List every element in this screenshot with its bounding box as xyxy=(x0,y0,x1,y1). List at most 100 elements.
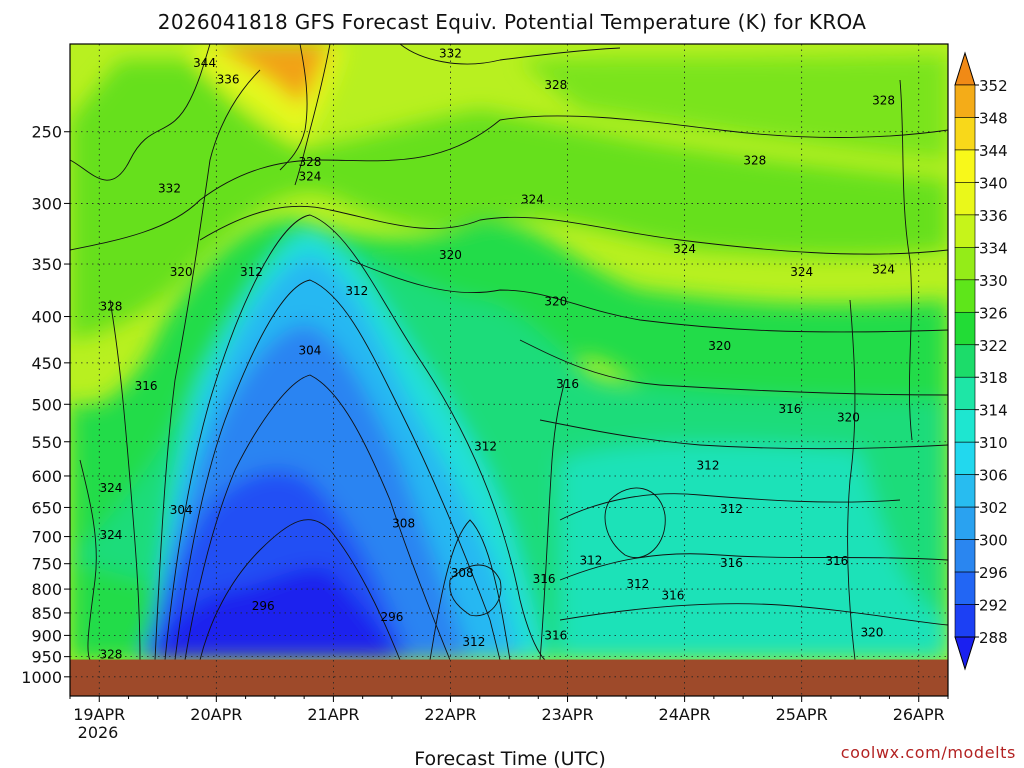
contour-label: 308 xyxy=(451,566,474,580)
contour-label: 332 xyxy=(439,47,462,61)
colorbar-tick-label: 340 xyxy=(979,174,1008,192)
contour-line xyxy=(184,374,451,661)
field-region-core-blue xyxy=(150,567,400,660)
field-region-upper-green xyxy=(70,60,948,340)
contour-label: 324 xyxy=(299,169,322,183)
contour-label: 304 xyxy=(170,503,193,517)
contour-label: 320 xyxy=(544,295,567,309)
contour-label: 328 xyxy=(544,78,567,92)
x-tick-label: 20APR xyxy=(190,705,242,724)
contour-label: 312 xyxy=(720,502,743,516)
colorbar-tick-label: 344 xyxy=(979,142,1008,160)
credit-text: coolwx.com/modelts xyxy=(841,743,1016,762)
contour-line xyxy=(399,44,621,65)
contour-line xyxy=(294,44,331,186)
colorbar-tick-label: 322 xyxy=(979,337,1008,355)
colorbar-segment xyxy=(954,117,976,151)
contour-line xyxy=(559,493,901,521)
contour-line xyxy=(279,44,308,171)
x-tick-label: 26APR xyxy=(893,705,945,724)
contour-label: 324 xyxy=(521,192,544,206)
colorbar-tick-label: 310 xyxy=(979,434,1008,452)
contour-line xyxy=(174,279,501,661)
contour-line xyxy=(559,553,948,581)
contour-label: 316 xyxy=(544,628,567,642)
y-tick-label: 850 xyxy=(31,604,62,623)
y-tick-label: 300 xyxy=(31,194,62,213)
contour-line xyxy=(519,339,948,396)
contour-line xyxy=(70,44,211,181)
y-axis: 250 300 350 400 450 500 550 600 650 700 750 800 850 9… xyxy=(21,123,70,687)
contour-line xyxy=(70,115,948,251)
y-tick-label: 750 xyxy=(31,555,62,574)
field-region-warm-right xyxy=(520,55,948,160)
colorbar-tick-label: 352 xyxy=(979,77,1008,95)
contour-label: 316 xyxy=(661,588,684,602)
contour-line xyxy=(199,205,948,255)
colorbar-tick-label: 348 xyxy=(979,109,1008,127)
y-tick-label: 250 xyxy=(31,123,62,142)
x-year-label: 2026 xyxy=(78,723,119,742)
contour-label: 320 xyxy=(860,625,883,639)
y-tick-label: 700 xyxy=(31,528,62,547)
chart-title: 2026041818 GFS Forecast Equiv. Potential… xyxy=(158,10,866,34)
contour-label: 320 xyxy=(708,339,731,353)
contour-label: 324 xyxy=(790,265,813,279)
gridlines xyxy=(70,44,948,696)
x-tick-label: 19APR xyxy=(73,705,125,724)
contour-label: 316 xyxy=(556,377,579,391)
contour-line xyxy=(847,299,856,661)
contour-label: 312 xyxy=(474,440,497,454)
contour-label: 328 xyxy=(299,155,322,169)
y-tick-label: 450 xyxy=(31,354,62,373)
contour-label: 312 xyxy=(697,458,720,472)
contour-label: 328 xyxy=(100,300,123,314)
contour-label: 324 xyxy=(100,481,123,495)
y-tick-label: 400 xyxy=(31,308,62,327)
x-axis: 19APR 20APR 21APR 22APR 23APR 24APR 25APR 26APR xyxy=(69,696,949,724)
colorbar-tick-label: 300 xyxy=(979,532,1008,550)
colorbar-tick-label: 296 xyxy=(979,564,1008,582)
contour-label: 324 xyxy=(872,263,895,277)
contour-label: 296 xyxy=(252,599,275,613)
contour-line xyxy=(154,69,261,661)
contour-label: 316 xyxy=(779,402,802,416)
contour-label: 336 xyxy=(217,73,240,87)
contour-label: 316 xyxy=(825,554,848,568)
y-tick-label: 900 xyxy=(31,626,62,645)
contour-line xyxy=(559,603,948,626)
contour-label: 316 xyxy=(533,572,556,586)
colorbar-arrow-bottom xyxy=(954,636,976,671)
colorbar-segment xyxy=(954,214,976,248)
contour-line xyxy=(604,487,666,559)
colorbar-segment xyxy=(954,84,976,118)
colorbar: 352 348 344 340 336 334 330 326 322 318 314 310 306 3… xyxy=(954,51,1008,671)
colorbar-segment xyxy=(954,409,976,443)
contour-label: 296 xyxy=(380,610,403,624)
colorbar-tick-label: 334 xyxy=(979,239,1008,257)
contour-line xyxy=(164,214,546,661)
contour-line xyxy=(429,519,511,661)
colorbar-tick-label: 288 xyxy=(979,629,1008,647)
contour-line xyxy=(109,299,141,661)
contour-line xyxy=(539,379,566,661)
y-tick-label: 350 xyxy=(31,255,62,274)
y-tick-label: 650 xyxy=(31,498,62,517)
colorbar-tick-label: 302 xyxy=(979,499,1008,517)
contour-label: 320 xyxy=(439,248,462,262)
contour-line xyxy=(449,564,502,617)
field-layer xyxy=(70,44,948,660)
colorbar-segment xyxy=(954,474,976,508)
colorbar-segment xyxy=(954,182,976,216)
y-tick-label: 950 xyxy=(31,648,62,667)
contour-lines xyxy=(70,44,948,661)
contour-label: 328 xyxy=(743,154,766,168)
contour-label: 312 xyxy=(345,284,368,298)
colorbar-arrow-top xyxy=(954,51,976,86)
y-tick-label: 550 xyxy=(31,433,62,452)
colorbar-segment xyxy=(954,539,976,573)
y-tick-label: 500 xyxy=(31,395,62,414)
